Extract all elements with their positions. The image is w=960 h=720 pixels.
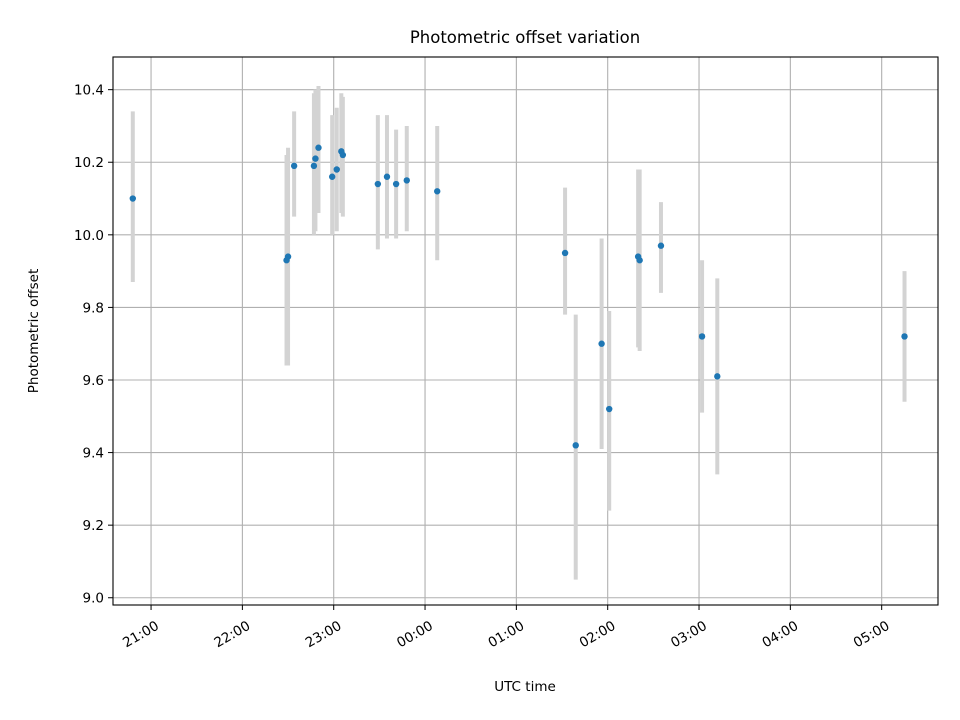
data-point bbox=[383, 173, 391, 180]
data-point bbox=[374, 180, 382, 188]
data-point bbox=[290, 162, 298, 170]
y-tick-label: 10.2 bbox=[74, 155, 104, 171]
axis-ticks: 21:00 22:00 23:00 00:00 01:00 02:00 03:00 04:00… bbox=[74, 83, 893, 652]
y-axis-label: Photometric offset bbox=[26, 269, 42, 393]
data-point bbox=[312, 155, 319, 162]
data-point bbox=[284, 253, 292, 260]
data-point bbox=[561, 249, 569, 257]
data-point bbox=[606, 405, 613, 413]
data-point bbox=[901, 333, 908, 340]
x-tick-label: 21:00 bbox=[120, 618, 162, 651]
data-point bbox=[403, 177, 410, 184]
data-point bbox=[333, 166, 340, 173]
chart-title: Photometric offset variation bbox=[410, 28, 640, 47]
x-tick-label: 02:00 bbox=[577, 618, 619, 651]
data-point bbox=[636, 257, 643, 264]
y-tick-label: 9.2 bbox=[83, 518, 104, 534]
x-tick-label: 22:00 bbox=[211, 618, 253, 651]
data-point bbox=[392, 180, 400, 188]
x-tick-label: 03:00 bbox=[668, 618, 710, 651]
x-tick-label: 01:00 bbox=[485, 618, 527, 651]
x-tick-label: 23:00 bbox=[303, 618, 345, 651]
x-axis-label: UTC time bbox=[494, 679, 556, 695]
data-point bbox=[714, 373, 721, 380]
data-point bbox=[310, 162, 318, 170]
y-tick-label: 9.4 bbox=[83, 446, 104, 462]
plot-frame bbox=[112, 56, 939, 606]
y-tick-label: 9.0 bbox=[83, 591, 104, 607]
data-points bbox=[129, 144, 908, 449]
y-tick-label: 9.8 bbox=[83, 300, 104, 316]
data-point bbox=[698, 333, 706, 340]
data-point bbox=[434, 188, 441, 195]
data-point bbox=[572, 442, 579, 449]
y-tick-label: 10.0 bbox=[74, 228, 104, 244]
y-tick-label: 9.6 bbox=[83, 373, 104, 389]
data-point bbox=[328, 173, 336, 180]
data-point bbox=[598, 340, 605, 347]
x-tick-label: 00:00 bbox=[394, 618, 436, 651]
x-tick-label: 04:00 bbox=[759, 618, 801, 651]
data-point bbox=[129, 195, 136, 202]
grid-lines bbox=[113, 57, 938, 605]
error-bars bbox=[130, 86, 907, 580]
data-point bbox=[339, 151, 347, 159]
data-point bbox=[657, 242, 665, 249]
y-tick-label: 10.4 bbox=[74, 83, 104, 99]
data-point bbox=[315, 144, 322, 151]
x-tick-label: 05:00 bbox=[851, 618, 893, 651]
